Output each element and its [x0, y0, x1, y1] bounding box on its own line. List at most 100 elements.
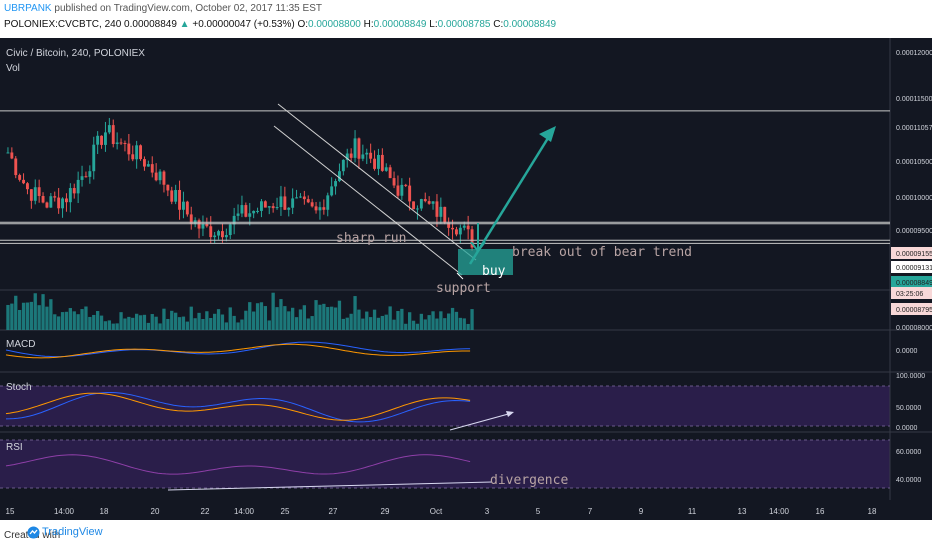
volume-bar [166, 318, 170, 330]
volume-bar [189, 306, 193, 330]
price-tick-label: 03:25:06 [896, 291, 923, 298]
candle-body [263, 201, 267, 208]
candle-body [80, 176, 84, 180]
candle-body [240, 205, 244, 214]
candle-body [166, 184, 170, 191]
footer: Created with TradingView [0, 520, 932, 550]
candle-body [197, 220, 201, 229]
volume-bar [287, 311, 291, 330]
candle-body [170, 190, 174, 202]
candle-body [318, 207, 322, 211]
candle-body [384, 167, 388, 171]
volume-bar [197, 312, 201, 330]
volume-bar [213, 313, 217, 330]
time-tick-label: 18 [868, 507, 877, 516]
candle-body [201, 223, 205, 229]
volume-bar [216, 309, 221, 330]
time-tick-label: 27 [329, 507, 338, 516]
volume-bar [252, 311, 256, 330]
volume-bar [115, 323, 119, 330]
stoch-tick-label: 0.0000 [896, 425, 918, 432]
macd-signal-line [5, 343, 471, 359]
candle-body [146, 164, 150, 167]
candle-body [330, 186, 334, 196]
candle-body [174, 189, 178, 202]
time-tick-label: 3 [485, 507, 490, 516]
volume-bar [25, 302, 30, 330]
open-value: 0.00008800 [308, 19, 361, 30]
price-axis[interactable]: 0.00012000 0.00011500 0.00011057 0.00010500… [891, 50, 932, 484]
close-label: C: [493, 19, 504, 30]
volume-bar [271, 292, 275, 330]
candle-body [45, 202, 49, 208]
candle-body [154, 172, 158, 181]
volume-bar [45, 306, 49, 330]
volume-bar [408, 312, 412, 330]
time-axis[interactable]: 15 14:00 18 20 22 14:00 25 27 29 Oct 3 5 7 9 11 13 14:00… [0, 500, 932, 520]
candles [6, 117, 474, 251]
candle-body [373, 158, 376, 169]
volume-bar [111, 323, 115, 330]
open-label: O: [297, 19, 309, 30]
time-tick-label: Oct [430, 507, 443, 516]
price-tag [891, 287, 932, 299]
candle-body [26, 183, 29, 190]
candle-body [361, 154, 365, 159]
candle-body [345, 153, 349, 160]
price-tick-label: 0.00010000 [896, 195, 932, 202]
volume-bar [174, 312, 178, 330]
author-link[interactable]: UBRPANK [4, 3, 52, 14]
volume-label: Vol [6, 63, 20, 74]
candle-body [275, 207, 279, 209]
volume-bar [181, 316, 186, 330]
volume-bar [232, 315, 236, 330]
candle-body [260, 201, 263, 211]
candle-body [400, 184, 404, 196]
chart-canvas[interactable]: sharp run break out of bear trend buy su… [0, 38, 932, 520]
candle-body [119, 142, 123, 144]
volume-bar [341, 318, 345, 330]
volume-bar [263, 306, 267, 330]
candle-body [53, 196, 57, 198]
time-tick-label: 16 [816, 507, 825, 516]
support-marker [456, 272, 464, 280]
candle-body [127, 143, 131, 155]
candle-body [310, 202, 314, 207]
candle-body [41, 195, 45, 203]
candle-body [291, 198, 295, 208]
candle-body [115, 142, 119, 145]
candle-body [88, 171, 92, 177]
stoch-tick-label: 50.0000 [896, 405, 921, 412]
price-tick-label: 0.00011057 [896, 125, 932, 132]
candle-body [357, 138, 361, 159]
tradingview-brand[interactable]: TradingView [42, 526, 103, 538]
price-tag [891, 276, 932, 288]
volume-bar [415, 323, 420, 330]
entry-arrow-head-icon [470, 241, 486, 253]
breakout-arrow-head-icon [539, 126, 556, 142]
volume-bar [162, 308, 166, 330]
volume-bar [138, 315, 143, 330]
rsi-tick-label: 60.0000 [896, 449, 921, 456]
time-axis-bg [0, 500, 932, 520]
candle-body [33, 187, 37, 201]
volume-bar [10, 303, 14, 330]
candle-body [135, 145, 139, 160]
candle-body [162, 171, 166, 185]
time-tick-label: 14:00 [234, 507, 255, 516]
volume-bar [423, 319, 427, 330]
price-tag [891, 261, 932, 273]
volume-bar [470, 309, 474, 330]
candle-body [412, 201, 415, 210]
candle-body [252, 210, 256, 214]
candle-body [100, 135, 103, 145]
candle-body [57, 197, 61, 209]
volume-bar [466, 323, 470, 330]
candle-body [107, 125, 111, 133]
low-label: L: [429, 19, 438, 30]
volume-bar [177, 317, 182, 330]
candle-body [427, 201, 431, 204]
volume-bar [236, 322, 240, 330]
volume-bar [33, 293, 37, 330]
breakout-zone [458, 249, 513, 275]
